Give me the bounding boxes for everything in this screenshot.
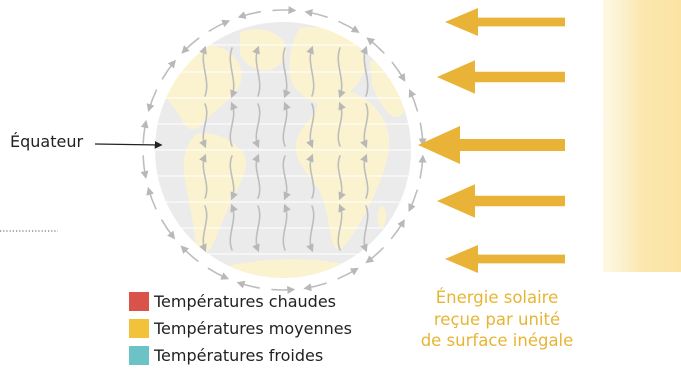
inner-cell-arrow [199,153,208,199]
hot-swatch [129,291,149,311]
solar-arrow-3 [418,126,565,164]
outer-cell-arrow [146,89,158,112]
inner-cell-arrow [252,103,261,149]
outer-cell-arrow [337,267,359,280]
outer-cell-arrow [303,282,327,292]
outer-cell-arrow [140,155,149,180]
outer-cell-arrow [181,37,200,54]
inner-cell-arrow [282,155,291,201]
outer-cell-arrow [208,19,231,32]
inner-cell-arrow [229,155,238,201]
inner-cell-arrow [282,203,291,251]
inner-cell-arrow [199,103,208,149]
outer-cell-arrow [408,89,419,112]
outer-cell-arrow [236,280,260,289]
outer-cell-arrow [140,119,149,144]
outer-cell-arrow [161,219,176,240]
outer-cell-arrow [418,154,427,179]
outer-cell-arrow [304,9,328,18]
outer-cell-arrow [237,11,262,19]
legend-item-hot: Températures chaudes [129,290,336,312]
legend-item-medium: Températures moyennes [129,317,352,339]
inner-cell-arrow [360,205,369,253]
equator-label: Équateur [10,132,84,151]
outer-cell-arrow [418,122,427,147]
inner-cell-arrow [229,203,238,251]
inner-cell-arrow [252,153,261,199]
outer-cell-arrow [207,267,230,280]
outer-cell-arrow [161,59,176,80]
medium-swatch [129,318,149,338]
inner-cell-arrow [360,153,369,199]
legend-item-cold: Températures froides [129,344,323,366]
inner-cell-arrow [306,153,315,199]
inner-cell-arrow [337,155,346,201]
inner-cell-arrow [306,45,315,97]
solar-arrow-1 [445,7,565,37]
sunlight-band [603,0,681,272]
inner-cell-arrow [360,45,369,97]
solar-energy-arrows [418,7,565,274]
outer-cell-arrow [338,20,360,33]
inner-cell-arrow [282,47,291,99]
outer-cell-arrow [391,61,406,82]
inner-cell-arrow [229,47,238,99]
outer-cell-arrow [390,219,405,240]
outer-cell-arrow [146,186,157,210]
caption-line-1: Énergie solaire [435,288,559,307]
inner-cell-arrow [306,205,315,253]
inner-cell-arrow [360,103,369,149]
solar-arrow-4 [437,184,565,218]
legend-label-hot: Températures chaudes [154,291,336,311]
inner-cell-arrow [199,205,208,253]
inner-cell-arrow [199,45,208,97]
legend-label-medium: Températures moyennes [154,318,352,338]
solar-energy-caption: Énergie solaire reçue par unité de surfa… [403,287,591,352]
equator-pointer [94,141,163,149]
inner-cell-arrow [252,205,261,253]
solar-arrow-2 [437,60,565,94]
inner-cell-arrow [306,103,315,149]
inner-cell-arrow [337,47,346,99]
solar-arrow-5 [445,244,565,274]
legend-label-cold: Températures froides [154,345,324,365]
cold-swatch [129,345,149,365]
inner-cell-arrow [337,203,346,251]
inner-cell-arrow [252,45,261,97]
outer-cell-arrow [180,245,199,262]
caption-line-3: de surface inégale [420,331,574,350]
inner-cell-arrow [229,101,238,147]
outer-cell-arrow [366,37,385,54]
inner-cell-arrow [282,101,291,147]
caption-line-2: reçue par unité [433,309,561,329]
inner-cell-arrow [337,101,346,147]
circulation-arrows [140,5,427,295]
outer-cell-arrow [408,189,418,212]
outer-cell-arrow [365,247,384,264]
